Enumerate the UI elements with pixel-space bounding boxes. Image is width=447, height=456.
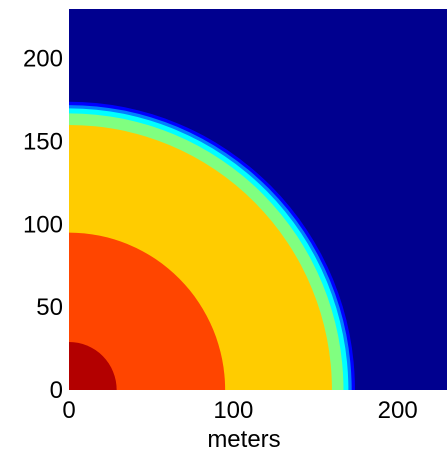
x-axis-ticks: 0 100 200 [62, 397, 417, 424]
x-tick-label-100: 100 [213, 397, 253, 424]
x-axis-label: meters [207, 426, 280, 453]
y-tick-label-200: 200 [23, 46, 63, 73]
y-tick-label-150: 150 [23, 129, 63, 156]
y-tick-label-100: 100 [23, 211, 63, 238]
y-axis-ticks: 0 50 100 150 200 [23, 46, 63, 404]
x-tick-label-0: 0 [62, 397, 75, 424]
x-tick-label-200: 200 [378, 397, 418, 424]
contour-bands [69, 101, 355, 390]
contour-band-6 [69, 232, 226, 390]
plot-area [69, 9, 447, 390]
contour-band-7 [69, 341, 117, 390]
y-tick-label-50: 50 [36, 294, 63, 321]
y-tick-label-0: 0 [50, 377, 63, 404]
